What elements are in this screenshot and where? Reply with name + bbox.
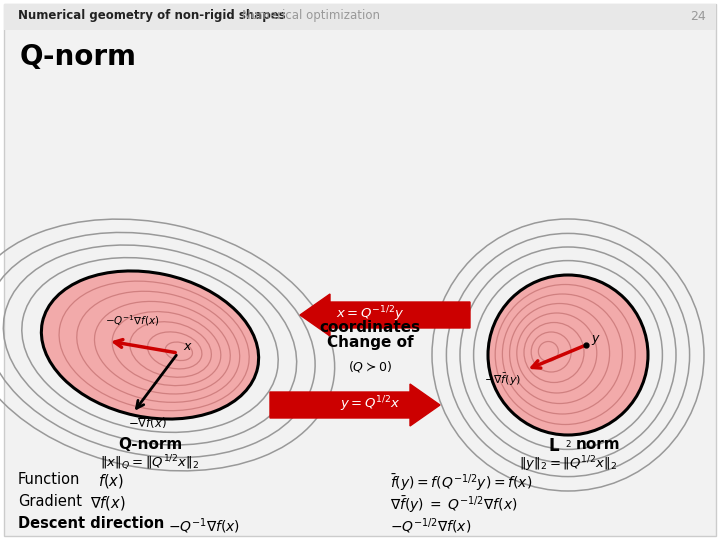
FancyArrow shape [300, 294, 470, 336]
Text: Numerical geometry of non-rigid shapes: Numerical geometry of non-rigid shapes [18, 10, 286, 23]
Text: $_2$: $_2$ [565, 437, 572, 450]
Text: $-Q^{-1}\nabla f(x)$: $-Q^{-1}\nabla f(x)$ [168, 516, 240, 536]
Circle shape [488, 275, 648, 435]
Text: $\nabla\bar{f}(y) \;=\; Q^{-1/2}\nabla f(x)$: $\nabla\bar{f}(y) \;=\; Q^{-1/2}\nabla f… [390, 494, 518, 515]
Text: norm: norm [576, 437, 621, 452]
Text: $\|x\|_Q = \|Q^{1/2}x\|_2$: $\|x\|_Q = \|Q^{1/2}x\|_2$ [100, 454, 199, 473]
Text: Q-norm: Q-norm [118, 437, 182, 452]
Text: $(Q \succ 0)$: $(Q \succ 0)$ [348, 359, 392, 374]
Text: $\nabla f(x)$: $\nabla f(x)$ [90, 494, 126, 512]
Text: $y$: $y$ [591, 333, 601, 347]
Text: Numerical optimization: Numerical optimization [242, 10, 380, 23]
Text: $\|y\|_2 = \|Q^{1/2}x\|_2$: $\|y\|_2 = \|Q^{1/2}x\|_2$ [519, 454, 617, 474]
Text: $-Q^{-1/2}\nabla f(x)$: $-Q^{-1/2}\nabla f(x)$ [390, 516, 472, 536]
FancyBboxPatch shape [4, 4, 716, 536]
Text: coordinates: coordinates [320, 321, 420, 335]
Text: $-\nabla f(x)$: $-\nabla f(x)$ [128, 415, 167, 430]
Text: Descent direction: Descent direction [18, 516, 164, 531]
Text: $-Q^{-1}\nabla f(x)$: $-Q^{-1}\nabla f(x)$ [105, 313, 160, 328]
FancyBboxPatch shape [4, 4, 716, 30]
Text: Q-norm: Q-norm [20, 43, 137, 71]
Text: $\bar{f}(y) = f(Q^{-1/2}y) = f(x)$: $\bar{f}(y) = f(Q^{-1/2}y) = f(x)$ [390, 472, 532, 493]
Text: 24: 24 [690, 10, 706, 23]
Text: $x = Q^{-1/2}y$: $x = Q^{-1/2}y$ [336, 304, 404, 324]
Text: Gradient: Gradient [18, 494, 82, 509]
Ellipse shape [41, 271, 258, 419]
Text: Function: Function [18, 472, 81, 487]
Text: Change of: Change of [327, 334, 413, 349]
Text: $\mathbf{L}$: $\mathbf{L}$ [548, 437, 560, 455]
Text: $x$: $x$ [183, 340, 193, 353]
Text: $f(x)$: $f(x)$ [98, 472, 124, 490]
FancyArrow shape [270, 384, 440, 426]
Text: $-\nabla\bar{f}(y)$: $-\nabla\bar{f}(y)$ [484, 372, 521, 388]
Text: $y = Q^{1/2}x$: $y = Q^{1/2}x$ [340, 394, 400, 414]
